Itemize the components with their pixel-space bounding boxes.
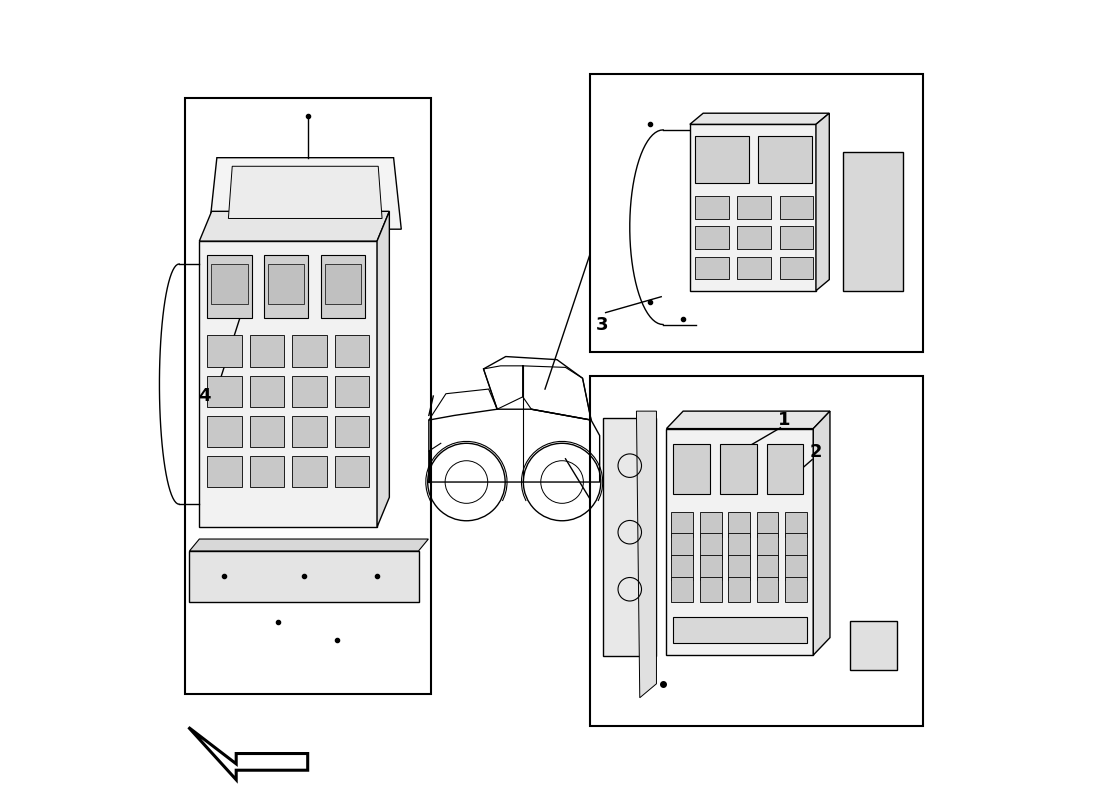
Bar [785, 555, 806, 580]
Bar [695, 257, 729, 279]
Polygon shape [637, 411, 657, 698]
Bar [757, 512, 778, 537]
Bar [673, 444, 710, 494]
Bar [844, 152, 903, 291]
Bar [250, 456, 284, 487]
Bar [780, 226, 813, 249]
Text: 4: 4 [198, 387, 211, 405]
Bar [208, 375, 242, 407]
Bar [334, 415, 368, 447]
Text: eurospares: eurospares [207, 290, 400, 319]
Bar [590, 376, 923, 726]
Bar [728, 555, 750, 580]
Polygon shape [377, 211, 389, 527]
Bar [320, 255, 365, 318]
Bar [719, 444, 757, 494]
Bar [208, 456, 242, 487]
Bar [700, 555, 722, 580]
Bar [780, 257, 813, 279]
Bar [250, 335, 284, 367]
Bar [671, 534, 693, 558]
Bar [293, 415, 327, 447]
Bar [690, 124, 816, 290]
Bar [590, 74, 923, 352]
Bar [334, 335, 368, 367]
Bar [208, 335, 242, 367]
Bar [785, 577, 806, 602]
Bar [695, 136, 749, 183]
Polygon shape [188, 727, 308, 780]
Polygon shape [667, 411, 830, 429]
Polygon shape [189, 539, 428, 551]
Bar [737, 257, 771, 279]
Bar [293, 375, 327, 407]
Polygon shape [813, 411, 830, 655]
Bar [211, 264, 248, 304]
Text: 2: 2 [810, 442, 823, 461]
Bar [250, 375, 284, 407]
Text: eurospares: eurospares [207, 107, 400, 137]
Polygon shape [816, 114, 829, 290]
Bar [728, 512, 750, 537]
Polygon shape [209, 158, 402, 229]
Bar [695, 196, 729, 219]
Text: eurospares: eurospares [645, 576, 837, 605]
Bar [785, 534, 806, 558]
Bar [671, 512, 693, 537]
Bar [757, 555, 778, 580]
Bar [671, 577, 693, 602]
Bar [785, 512, 806, 537]
Bar [737, 226, 771, 249]
Bar [199, 241, 377, 527]
Bar [293, 456, 327, 487]
Bar [700, 512, 722, 537]
Bar [208, 415, 242, 447]
Bar [850, 621, 896, 670]
Text: 3: 3 [595, 315, 608, 334]
Bar [700, 534, 722, 558]
Bar [667, 429, 813, 655]
Bar [728, 534, 750, 558]
Bar [250, 415, 284, 447]
Bar [334, 375, 368, 407]
Bar [603, 418, 657, 656]
Bar [737, 196, 771, 219]
Bar [324, 264, 361, 304]
Text: 1: 1 [778, 411, 791, 429]
Bar [293, 335, 327, 367]
Bar [334, 456, 368, 487]
Bar [757, 534, 778, 558]
Bar [757, 577, 778, 602]
Bar [264, 255, 308, 318]
Polygon shape [690, 114, 829, 124]
Bar [673, 618, 806, 642]
Bar [767, 444, 803, 494]
Bar [695, 226, 729, 249]
Bar [700, 577, 722, 602]
Polygon shape [199, 211, 389, 241]
Bar [728, 577, 750, 602]
Bar [759, 136, 812, 183]
Bar [671, 555, 693, 580]
Text: eurospares: eurospares [645, 187, 837, 216]
Bar [268, 264, 305, 304]
Bar [185, 98, 431, 694]
Bar [189, 551, 418, 602]
Bar [208, 255, 252, 318]
Polygon shape [229, 166, 382, 218]
Bar [780, 196, 813, 219]
